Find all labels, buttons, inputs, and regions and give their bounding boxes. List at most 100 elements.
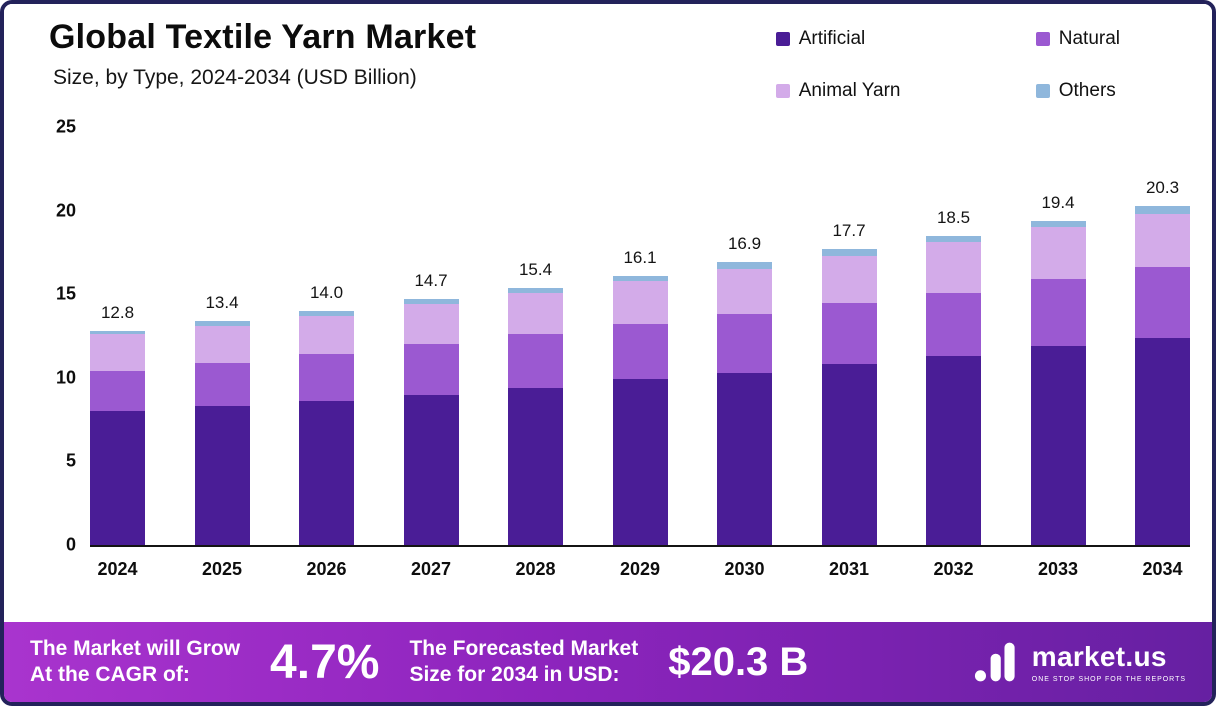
cagr-value: 4.7% <box>270 635 380 689</box>
bar-total-label: 17.7 <box>832 221 866 241</box>
bar-column: 18.5 <box>926 208 981 545</box>
bar-stack <box>1030 220 1086 545</box>
bar-segment-animal-yarn <box>1135 213 1190 268</box>
bar-segment-natural <box>1135 267 1190 338</box>
bar-segment-natural <box>90 371 145 412</box>
legend-label: Natural <box>1058 28 1120 49</box>
bar-total-label: 13.4 <box>205 292 239 312</box>
bar-segment-others <box>717 262 772 270</box>
legend-item-animal-yarn: Animal Yarn <box>775 80 944 102</box>
x-tick-label: 2033 <box>1037 559 1079 579</box>
bar-segment-artificial <box>90 411 145 545</box>
y-tick-label: 5 <box>65 450 76 471</box>
bar-segment-others <box>90 331 145 335</box>
legend-item-others: Others <box>1035 80 1120 102</box>
bar-column: 17.7 <box>821 221 877 545</box>
legend: Artificial Natural Animal Yarn Others <box>775 28 1120 102</box>
legend-swatch-others <box>1035 84 1050 98</box>
bar-segment-others <box>926 235 981 243</box>
bar-stack <box>403 299 459 545</box>
bar-segment-artificial <box>299 401 354 545</box>
x-tick-label: 2030 <box>724 559 765 579</box>
legend-swatch-artificial <box>775 32 790 46</box>
bar-segment-others <box>508 287 563 293</box>
x-tick-label: 2034 <box>1142 559 1183 579</box>
y-tick-label: 10 <box>55 367 76 388</box>
legend-item-artificial: Artificial <box>775 28 944 50</box>
chart-header: Global Textile Yarn Market Size, by Type… <box>49 18 476 90</box>
bar-total-label: 19.4 <box>1041 192 1075 212</box>
logo-text: market.us <box>1031 641 1167 672</box>
bar-column: 13.4 <box>194 292 250 545</box>
bar-segment-others <box>299 310 354 316</box>
x-tick-label: 2024 <box>97 559 138 579</box>
bar-stack <box>612 275 668 545</box>
x-tick-label: 2026 <box>306 559 347 579</box>
footer-banner: The Market will Grow At the CAGR of: 4.7… <box>4 622 1212 702</box>
bar-total-label: 14.7 <box>414 271 448 291</box>
x-tick-label: 2028 <box>515 559 556 579</box>
legend-label: Animal Yarn <box>798 80 901 101</box>
bar-segment-others <box>1030 220 1086 228</box>
bar-stack <box>821 249 877 545</box>
forecast-label: The Forecasted Market Size for 2034 in U… <box>409 636 639 686</box>
bar-segment-artificial <box>612 379 668 545</box>
bar-stack <box>90 331 145 545</box>
bar-segment-others <box>1135 205 1190 214</box>
bar-stack <box>194 320 250 545</box>
bar-total-label: 14.0 <box>309 282 344 302</box>
bars: 12.8 13.4 14.0 14.7 15.4 16.1 16.9 17.7 18.5 19.4… <box>90 129 1190 545</box>
plot: 0 5 10 15 20 25 12.8 13.4 14.0 14.7 15.4 16.1 16.9 1… <box>56 117 1190 579</box>
market-us-logo: market.us ONE STOP SHOP FOR THE REPORTS <box>974 641 1186 683</box>
legend-item-natural: Natural <box>1035 28 1120 50</box>
bar-stack <box>508 287 563 545</box>
bar-segment-artificial <box>1030 346 1086 545</box>
x-axis-labels: 2024 2025 2026 2027 2028 2029 2030 2031 2032 2033… <box>90 559 1190 580</box>
logo-tagline: ONE STOP SHOP FOR THE REPORTS <box>1031 676 1186 683</box>
bar-segment-artificial <box>821 364 877 545</box>
bar-segment-others <box>821 249 877 256</box>
logo-text-wrap: market.us ONE STOP SHOP FOR THE REPORTS <box>1032 641 1186 683</box>
bar-total-label: 12.8 <box>100 303 135 322</box>
bar-segment-animal-yarn <box>1030 227 1086 280</box>
bar-segment-animal-yarn <box>926 242 981 293</box>
bar-stack <box>717 262 772 545</box>
bar-segment-artificial <box>508 387 563 545</box>
bar-total-label: 18.5 <box>936 207 971 227</box>
bar-segment-artificial <box>717 372 772 545</box>
y-tick-label: 20 <box>55 200 76 221</box>
forecast-value: $20.3 B <box>668 639 809 684</box>
bar-total-label: 16.9 <box>727 234 762 254</box>
market-us-logo-icon <box>974 642 1015 682</box>
bar-column: 19.4 <box>1030 192 1086 545</box>
bar-segment-natural <box>403 344 459 395</box>
bar-segment-natural <box>508 334 563 388</box>
bar-column: 16.9 <box>717 234 772 545</box>
bar-segment-animal-yarn <box>299 315 354 355</box>
bar-segment-natural <box>299 354 354 402</box>
x-tick-label: 2032 <box>933 559 974 579</box>
bar-segment-animal-yarn <box>508 292 563 335</box>
x-tick-label: 2031 <box>828 559 870 579</box>
bar-stack <box>1135 205 1190 545</box>
legend-label: Others <box>1058 80 1116 101</box>
bar-segment-natural <box>1030 279 1086 347</box>
bar-column: 20.3 <box>1135 178 1190 545</box>
bar-segment-artificial <box>926 356 981 545</box>
bar-total-label: 16.1 <box>623 247 657 267</box>
legend-swatch-animal-yarn <box>775 84 790 98</box>
bar-segment-animal-yarn <box>821 255 877 303</box>
bar-stack <box>299 310 354 545</box>
bar-column: 16.1 <box>612 247 668 545</box>
bar-stack <box>926 235 981 545</box>
page-title: Global Textile Yarn Market <box>49 18 477 56</box>
bar-segment-natural <box>926 292 981 357</box>
x-tick-label: 2025 <box>201 559 243 579</box>
cagr-label: The Market will Grow At the CAGR of: <box>30 636 241 686</box>
bar-segment-others <box>194 320 250 326</box>
bar-column: 12.8 <box>90 303 145 545</box>
bar-total-label: 15.4 <box>518 259 553 279</box>
bar-segment-others <box>612 275 668 281</box>
bar-column: 15.4 <box>508 260 563 545</box>
